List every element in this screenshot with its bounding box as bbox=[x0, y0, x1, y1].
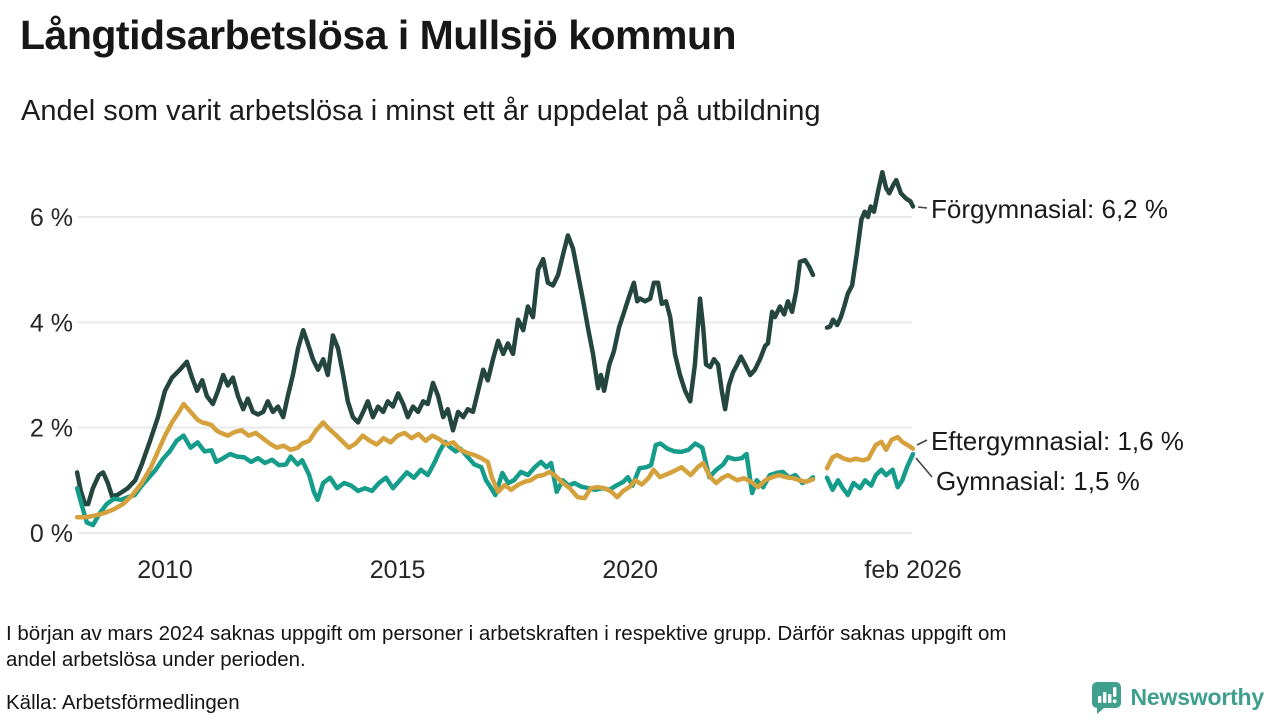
x-tick-label-2010: 2010 bbox=[137, 556, 193, 584]
series-line-eftergymnasial-segment-1 bbox=[824, 434, 916, 471]
series-line-forgymnasial-segment-0 bbox=[74, 233, 816, 507]
newsworthy-speech-bubble-bar-chart-icon bbox=[1091, 682, 1121, 714]
footnote-line-2: andel arbetslösa under perioden. bbox=[6, 648, 306, 671]
newsworthy-wordmark: Newsworthy bbox=[1130, 684, 1265, 710]
y-tick-label-2pct: 2 % bbox=[30, 415, 73, 443]
y-tick-label-6pct: 6 % bbox=[30, 204, 73, 232]
series-label-eftergymnasial: Eftergymnasial: 1,6 % bbox=[931, 426, 1184, 456]
series-line-forgymnasial-segment-1 bbox=[824, 169, 916, 330]
footnote-line-1: I början av mars 2024 saknas uppgift om … bbox=[6, 622, 1007, 645]
label-connector-forgymnasial bbox=[917, 206, 928, 209]
series-label-gymnasial: Gymnasial: 1,5 % bbox=[936, 466, 1140, 496]
source-credit: Källa: Arbetsförmedlingen bbox=[6, 691, 240, 714]
y-tick-label-0pct: 0 % bbox=[30, 520, 73, 548]
y-tick-label-4pct: 4 % bbox=[30, 309, 73, 337]
x-tick-label-2015: 2015 bbox=[370, 556, 426, 584]
label-connector-eftergymnasial bbox=[916, 439, 928, 446]
newsworthy-branding: Newsworthy bbox=[1091, 681, 1264, 714]
series-label-forgymnasial: Förgymnasial: 6,2 % bbox=[931, 194, 1168, 224]
series-line-gymnasial-segment-0 bbox=[74, 433, 816, 528]
x-tick-label-2020: 2020 bbox=[602, 556, 658, 584]
series-line-eftergymnasial-segment-0 bbox=[74, 401, 816, 520]
footnote: I början av mars 2024 saknas uppgift om … bbox=[6, 621, 1276, 673]
series-line-gymnasial-segment-1 bbox=[824, 451, 916, 498]
page-title: Långtidsarbetslösa i Mullsjö kommun bbox=[20, 12, 737, 58]
x-tick-label-feb-2026: feb 2026 bbox=[864, 556, 961, 584]
page-subtitle: Andel som varit arbetslösa i minst ett å… bbox=[21, 95, 821, 127]
label-connector-gymnasial bbox=[915, 457, 933, 478]
